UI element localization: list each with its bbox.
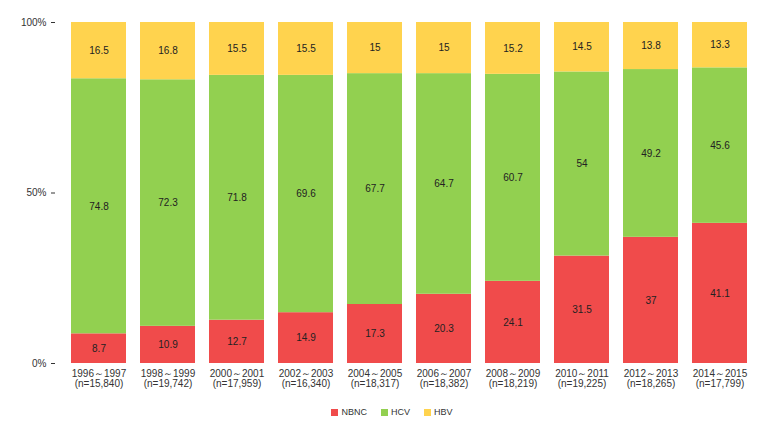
svg-text:2002～2003(n=16,340): 2002～2003(n=16,340) <box>279 368 334 389</box>
svg-text:14.5: 14.5 <box>572 41 592 52</box>
svg-text:37: 37 <box>645 295 657 306</box>
svg-text:31.5: 31.5 <box>572 304 592 315</box>
svg-text:71.8: 71.8 <box>227 192 247 203</box>
svg-text:15.5: 15.5 <box>296 43 316 54</box>
svg-text:12.7: 12.7 <box>227 336 247 347</box>
svg-text:72.3: 72.3 <box>158 197 178 208</box>
svg-text:54: 54 <box>576 158 588 169</box>
svg-text:13.8: 13.8 <box>641 40 661 51</box>
svg-text:15.2: 15.2 <box>503 43 523 54</box>
svg-text:20.3: 20.3 <box>434 323 454 334</box>
svg-text:10.9: 10.9 <box>158 339 178 350</box>
svg-text:2014～2015(n=17,799): 2014～2015(n=17,799) <box>693 368 748 389</box>
svg-text:2012～2013(n=18,265): 2012～2013(n=18,265) <box>624 368 679 389</box>
svg-text:15.5: 15.5 <box>227 43 247 54</box>
svg-text:14.9: 14.9 <box>296 332 316 343</box>
svg-text:2010～2011(n=19,225): 2010～2011(n=19,225) <box>555 368 609 389</box>
svg-text:2008～2009(n=18,219): 2008～2009(n=18,219) <box>486 368 541 389</box>
svg-text:69.6: 69.6 <box>296 188 316 199</box>
svg-text:2004～2005(n=18,317): 2004～2005(n=18,317) <box>348 368 403 389</box>
svg-text:8.7: 8.7 <box>92 343 106 354</box>
svg-text:1996～1997(n=15,840): 1996～1997(n=15,840) <box>72 368 127 389</box>
html-text:HCV: HCV <box>391 407 410 417</box>
svg-text:13.3: 13.3 <box>710 39 730 50</box>
svg-text:45.6: 45.6 <box>710 140 730 151</box>
svg-text:2000～2001(n=17,959): 2000～2001(n=17,959) <box>210 368 265 389</box>
html-text:NBNC: NBNC <box>341 407 367 417</box>
svg-text:100%: 100% <box>21 17 47 28</box>
svg-text:15: 15 <box>369 42 381 53</box>
svg-text:67.7: 67.7 <box>365 183 385 194</box>
svg-text:15: 15 <box>438 42 450 53</box>
svg-text:74.8: 74.8 <box>89 200 109 211</box>
svg-text:60.7: 60.7 <box>503 172 523 183</box>
svg-text:1998～1999(n=19,742): 1998～1999(n=19,742) <box>141 368 196 389</box>
svg-text:2006～2007(n=18,382): 2006～2007(n=18,382) <box>417 368 472 389</box>
svg-text:41.1: 41.1 <box>710 288 730 299</box>
svg-text:50%: 50% <box>26 187 46 198</box>
svg-text:64.7: 64.7 <box>434 178 454 189</box>
html-text:HBV: HBV <box>434 407 453 417</box>
svg-text:16.5: 16.5 <box>89 45 109 56</box>
svg-text:17.3: 17.3 <box>365 328 385 339</box>
svg-text:0%: 0% <box>32 358 47 369</box>
svg-text:16.8: 16.8 <box>158 45 178 56</box>
svg-text:49.2: 49.2 <box>641 148 661 159</box>
svg-text:24.1: 24.1 <box>503 317 523 328</box>
